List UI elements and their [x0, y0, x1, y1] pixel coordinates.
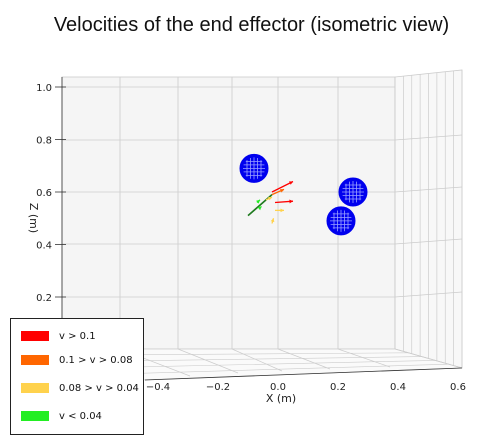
z-axis-label: Z (m): [27, 203, 40, 233]
trajectory-line: [247, 194, 273, 217]
grid-line: [394, 238, 463, 245]
x-tick-label: 0.4: [390, 382, 406, 393]
grid-line: [277, 348, 331, 370]
grid-line: [394, 348, 463, 369]
z-tick-label: 0.2: [36, 293, 52, 304]
velocity-arrow-head: [289, 181, 293, 185]
legend-label: 0.08 > v > 0.04: [59, 382, 139, 394]
grid-line: [394, 186, 463, 193]
chart-title: Velocities of the end effector (isometri…: [53, 14, 450, 36]
grid-line: [394, 291, 463, 298]
z-tick-label: 0.6: [36, 188, 52, 199]
z-tick-label: 1.0: [36, 83, 52, 94]
grid-line: [93, 356, 422, 362]
legend-item: v < 0.04: [21, 409, 102, 423]
x-axis-label: X (m): [266, 392, 296, 405]
x-tick-label: 0.6: [450, 382, 466, 393]
x-tick-label: 0.2: [330, 382, 346, 393]
legend-swatch: [21, 355, 49, 365]
velocity-arrow: [271, 180, 294, 193]
legend-swatch: [21, 331, 49, 341]
grid-line: [108, 360, 436, 368]
grid-line: [231, 348, 283, 372]
z-tick-label: 0.8: [36, 136, 52, 147]
velocity-arrow-head: [289, 199, 293, 204]
legend-item: 0.08 > v > 0.04: [21, 381, 139, 395]
x-tick-label: 0.0: [270, 382, 286, 393]
legend-swatch: [21, 383, 49, 393]
legend-label: 0.1 > v > 0.08: [59, 354, 133, 366]
grid-line: [177, 348, 239, 374]
velocity-arrow-head: [280, 208, 284, 213]
velocity-arrow-head: [270, 218, 275, 223]
legend-item: 0.1 > v > 0.08: [21, 353, 133, 367]
legend-swatch: [21, 411, 49, 421]
legend-label: v > 0.1: [59, 330, 96, 342]
grid-line: [124, 363, 449, 375]
x-axis-line: [144, 367, 463, 381]
grid-line: [337, 348, 391, 368]
legend-item: v > 0.1: [21, 329, 96, 343]
velocity-arrow-head: [280, 189, 284, 193]
velocity-arrow-head: [256, 199, 260, 204]
legend-label: v < 0.04: [59, 410, 102, 422]
x-tick-label: −0.4: [146, 382, 170, 393]
velocity-arrow-head: [257, 206, 262, 211]
velocity-arrow-head: [268, 196, 272, 201]
x-tick-label: −0.2: [206, 382, 230, 393]
grid-line: [394, 134, 463, 141]
z-tick-label: 0.4: [36, 241, 52, 252]
legend: v > 0.1 0.1 > v > 0.08 0.08 > v > 0.04 v…: [10, 318, 144, 435]
